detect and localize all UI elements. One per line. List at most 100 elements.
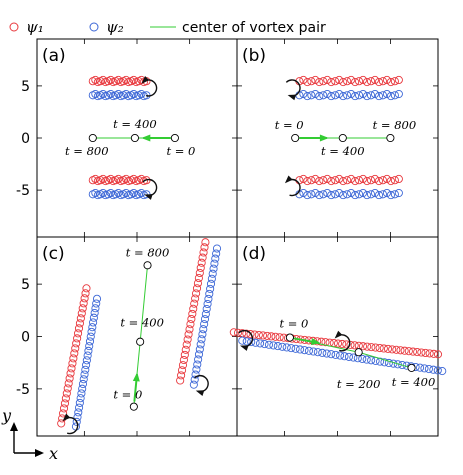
psi1-point: [197, 258, 206, 267]
psi1-point: [362, 176, 372, 186]
psi1-point: [60, 399, 70, 408]
psi2-point: [390, 190, 399, 199]
psi2-point: [362, 191, 372, 200]
psi2-point: [318, 348, 327, 357]
psi1-point: [303, 176, 312, 186]
psi2-point: [204, 294, 213, 303]
psi1-point: [386, 77, 395, 87]
center-direction-arrowhead: [141, 134, 151, 142]
psi2-point: [340, 352, 349, 361]
psi1-point: [182, 340, 191, 349]
psi1-point: [195, 268, 204, 278]
ytick-label: -5: [16, 183, 30, 199]
psi2-point: [339, 191, 348, 200]
psi1-point: [91, 75, 100, 85]
psi1-point: [137, 174, 146, 184]
psi2-point: [309, 347, 318, 356]
psi2-point: [323, 188, 332, 198]
center-path-line: [139, 265, 149, 342]
y-axis-arrowhead: [10, 422, 18, 431]
vortex-rotation-arrowhead: [284, 175, 293, 184]
psi1-point: [82, 284, 91, 293]
psi1-point: [303, 77, 312, 87]
psi1-point: [98, 75, 108, 85]
psi2-point: [307, 91, 316, 100]
psi2-point: [121, 89, 131, 99]
psi2-point: [331, 91, 340, 100]
psi1-point: [390, 77, 399, 86]
psi1-point: [421, 348, 430, 358]
psi2-point: [91, 89, 100, 99]
psi1-point: [417, 348, 426, 357]
psi2-point: [319, 190, 328, 199]
psi2-point: [382, 188, 391, 198]
psi1-point: [375, 343, 384, 353]
psi1-point: [73, 334, 82, 343]
psi2-point: [89, 313, 98, 322]
psi1-point: [121, 75, 131, 85]
psi2-point: [343, 190, 352, 199]
center-point: [170, 133, 179, 143]
psi1-point: [61, 394, 70, 403]
psi1-point: [193, 279, 202, 288]
psi1-point: [358, 342, 368, 351]
psi2-point: [394, 188, 403, 198]
psi2-point: [208, 269, 217, 278]
psi2-point: [398, 360, 407, 370]
psi2-point: [209, 264, 218, 273]
psi1-point: [114, 75, 123, 85]
psi1-point: [359, 75, 368, 85]
psi1-point: [396, 346, 405, 355]
psi1-point: [355, 176, 364, 185]
psi1-point: [185, 325, 194, 334]
psi2-point: [339, 92, 348, 101]
psi1-point: [80, 294, 89, 303]
psi1-point: [69, 354, 78, 363]
psi2-point: [299, 89, 308, 99]
psi2-point: [211, 254, 220, 263]
psi2-point: [362, 355, 371, 364]
psi1-point: [343, 77, 352, 86]
psi2-point: [382, 89, 391, 99]
psi1-point: [433, 350, 443, 359]
panel-label: (c): [42, 244, 65, 264]
center-time-label: t = 0: [113, 388, 142, 402]
psi2-point: [335, 188, 344, 198]
psi1-point: [319, 176, 328, 185]
psi1-point: [129, 174, 138, 184]
psi1-point: [319, 77, 328, 86]
psi2-point: [322, 349, 331, 358]
vortex-rotation-arrowhead: [287, 94, 297, 101]
ytick-label: 5: [21, 79, 30, 95]
center-time-label: t = 0: [166, 144, 195, 158]
psi2-point: [191, 370, 200, 379]
psi2-point: [384, 358, 393, 368]
psi1-point: [359, 174, 368, 184]
psi1-point: [263, 331, 272, 340]
psi1-point: [114, 174, 123, 184]
psi2-point: [311, 89, 320, 99]
psi2-point: [313, 348, 322, 357]
psi1-point: [315, 77, 324, 87]
psi1-point: [76, 314, 85, 323]
psi1-point: [394, 174, 403, 184]
vortex-rotation-arrowhead: [144, 194, 153, 200]
psi2-point: [386, 191, 395, 200]
psi2-point: [303, 92, 312, 101]
psi2-point: [358, 354, 367, 363]
psi2-point: [106, 188, 115, 198]
psi1-point: [413, 348, 422, 357]
psi1-point: [408, 347, 418, 356]
psi1-point: [199, 248, 208, 257]
psi1-point: [79, 299, 88, 308]
psi1-point: [327, 77, 336, 87]
psi2-point: [98, 89, 108, 99]
psi2-point: [278, 342, 287, 351]
psi2-point: [203, 299, 212, 309]
psi2-point: [77, 389, 86, 398]
vortex-rotation-arrowhead: [334, 330, 343, 339]
psi2-point: [260, 340, 269, 349]
psi1-point: [343, 176, 352, 185]
psi1-point: [267, 332, 276, 341]
